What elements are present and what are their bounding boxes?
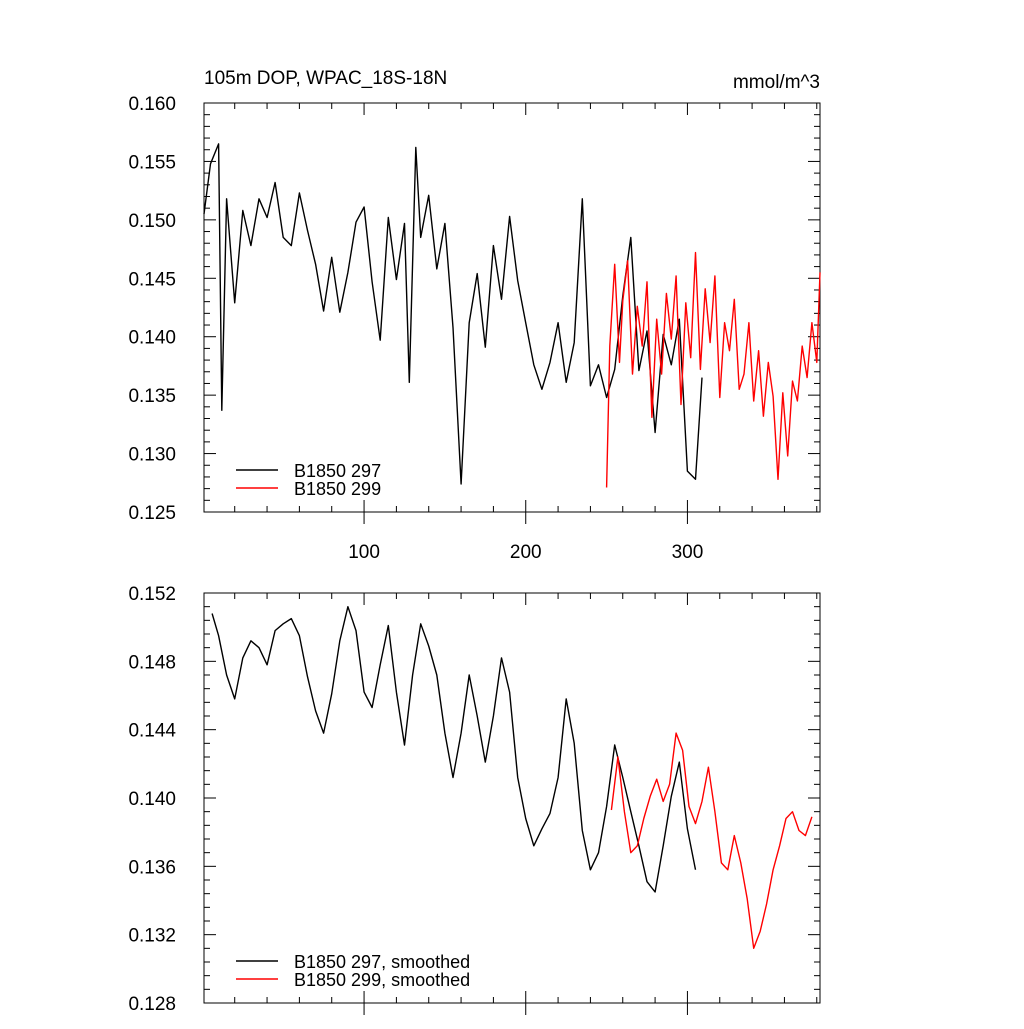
legend-label-2: B1850 299 (294, 479, 381, 499)
y-tick-label: 0.150 (128, 211, 176, 232)
legend-label-2: B1850 299, smoothed (294, 970, 470, 990)
y-tick-label: 0.136 (128, 857, 176, 878)
y-tick-label: 0.160 (128, 94, 176, 115)
legend-label-1: B1850 297 (294, 461, 381, 481)
panel-2: 0.152 0.148 0.144 0.140 0.136 0.132 0.128 B1850… (128, 584, 821, 1015)
y-tick-label: 0.140 (128, 328, 176, 349)
y-tick-label: 0.144 (128, 721, 176, 742)
units-label: mmol/m^3 (733, 72, 820, 93)
y-tick-label: 0.148 (128, 652, 176, 673)
y-tick-label: 0.140 (128, 789, 176, 810)
series-line-1 (203, 143, 703, 485)
y-tick-label: 0.130 (128, 445, 176, 466)
y-tick-label: 0.155 (128, 152, 176, 173)
series-line-2 (605, 251, 821, 488)
legend-label-1: B1850 297, smoothed (294, 952, 470, 972)
y-tick-label: 0.132 (128, 926, 176, 947)
chart-title: 105m DOP, WPAC_18S-18N (204, 68, 447, 89)
plot-frame (203, 592, 821, 1004)
panel-1: 0.160 0.155 0.150 0.145 0.140 0.135 0.130 0.125… (128, 68, 821, 563)
plot-frame (203, 102, 821, 513)
series-line-2 (610, 732, 813, 949)
y-tick-label: 0.128 (128, 994, 176, 1015)
x-tick-label: 200 (510, 542, 542, 563)
series-line-1 (211, 606, 697, 893)
y-tick-label: 0.145 (128, 269, 176, 290)
x-tick-label: 100 (348, 542, 380, 563)
x-tick-label: 300 (672, 542, 704, 563)
y-tick-label: 0.152 (128, 584, 176, 605)
y-tick-label: 0.135 (128, 386, 176, 407)
y-tick-label: 0.125 (128, 503, 176, 524)
